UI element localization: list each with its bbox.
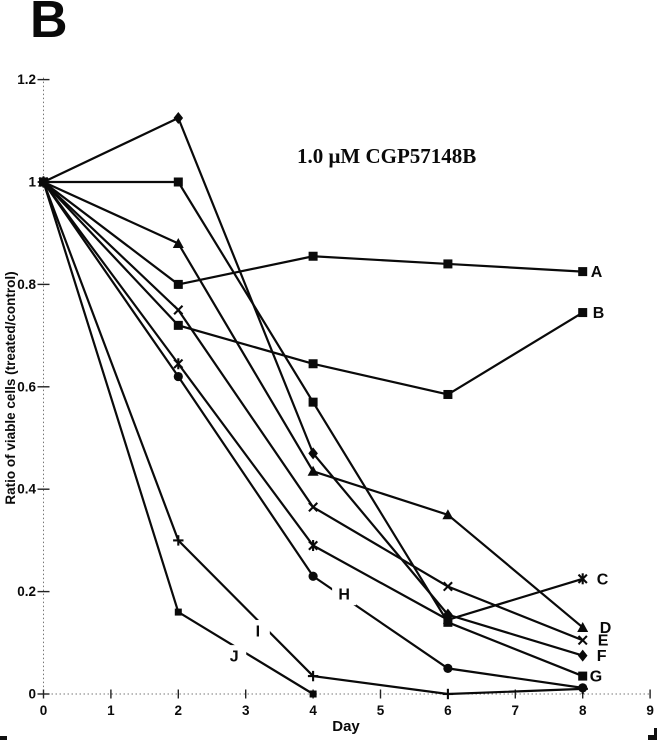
series-marker-H xyxy=(173,371,183,382)
series-marker-D xyxy=(307,465,319,476)
x-tick-label: 9 xyxy=(646,703,654,718)
y-tick-label: 0 xyxy=(28,687,36,702)
x-tick-label: 6 xyxy=(444,703,452,718)
dose-annotation: 1.0 μM CGP57148B xyxy=(297,144,477,168)
scan-artifact-bottom-left xyxy=(0,736,7,740)
x-tick-label: 5 xyxy=(377,703,385,718)
series-marker-J xyxy=(40,178,47,186)
panel-label: B xyxy=(30,0,69,49)
label-gap-I xyxy=(245,620,270,643)
scan-artifact-bottom-right xyxy=(648,735,657,740)
series-label-A: A xyxy=(591,264,603,281)
y-tick-label: 1 xyxy=(28,175,36,190)
series-line-E xyxy=(42,181,584,642)
series-marker-J xyxy=(309,690,317,698)
scan-artifact-right-edge xyxy=(654,728,657,738)
series-label-F: F xyxy=(597,648,607,665)
series-marker-G xyxy=(578,671,588,681)
y-tick-label: 0.8 xyxy=(17,277,36,292)
series-label-E: E xyxy=(598,633,609,650)
series-label-J: J xyxy=(230,649,239,666)
series-marker-E xyxy=(577,635,588,646)
series-marker-F xyxy=(308,447,318,460)
label-gap-J xyxy=(222,645,247,668)
series-marker-G xyxy=(173,177,183,187)
series-marker-B xyxy=(173,320,183,330)
series-label-H: H xyxy=(338,587,350,604)
y-tick-label: 0.6 xyxy=(17,379,36,394)
series-marker-B xyxy=(578,308,588,318)
series-marker-J xyxy=(174,608,182,616)
series-marker-G xyxy=(308,397,318,407)
series-marker-F xyxy=(173,112,184,124)
y-axis-title: Ratio of viable cells (treated/control) xyxy=(3,271,18,504)
x-axis-title: Day xyxy=(332,718,360,735)
x-tick-label: 8 xyxy=(579,703,587,718)
series-marker-C xyxy=(173,358,184,369)
label-gap-H xyxy=(332,583,357,606)
series-marker-F xyxy=(577,649,588,662)
x-tick-label: 1 xyxy=(107,703,115,718)
y-tick-label: 0.4 xyxy=(17,482,36,497)
series-marker-A xyxy=(173,279,183,289)
series-label-D: D xyxy=(600,620,612,637)
series-marker-H xyxy=(443,663,453,674)
series-marker-C xyxy=(577,573,588,584)
series-marker-G xyxy=(443,617,453,627)
x-tick-label: 0 xyxy=(40,703,48,718)
series-marker-A xyxy=(308,251,318,261)
series-marker-E xyxy=(308,502,319,513)
x-tick-label: 7 xyxy=(512,703,520,718)
series-marker-A xyxy=(578,267,588,277)
y-tick-label: 0.2 xyxy=(17,584,36,599)
series-marker-E xyxy=(442,581,453,592)
series-marker-F xyxy=(443,608,453,621)
series-label-G: G xyxy=(590,669,602,686)
series-label-C: C xyxy=(597,571,609,588)
x-tick-label: 2 xyxy=(175,703,183,718)
series-marker-C xyxy=(308,540,319,551)
series-marker-E xyxy=(173,305,184,315)
x-tick-label: 3 xyxy=(242,703,250,718)
series-marker-D xyxy=(577,621,589,632)
x-tick-label: 4 xyxy=(309,703,317,718)
series-marker-D xyxy=(172,237,184,248)
series-label-I: I xyxy=(256,624,260,641)
series-marker-A xyxy=(443,259,453,269)
series-label-B: B xyxy=(593,305,605,322)
y-tick-label: 1.2 xyxy=(17,72,36,87)
series-marker-B xyxy=(443,389,453,399)
series-marker-B xyxy=(308,359,318,369)
series-marker-D xyxy=(442,509,454,520)
series-marker-H xyxy=(308,571,318,581)
series-line-J xyxy=(42,181,314,695)
